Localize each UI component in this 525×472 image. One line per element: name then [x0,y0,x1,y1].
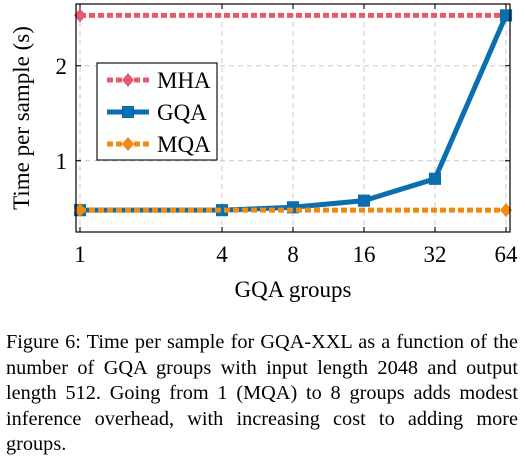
chart-canvas: 1 4 8 16 32 64 1 2 GQA groups Time per sample (… [9,3,519,302]
legend-marker-gqa [121,105,135,119]
legend-label-gqa: GQA [157,100,207,125]
legend-item-mha: MHA [107,68,211,93]
legend: MHA GQA MQA [96,62,218,161]
data-point-mqa [500,203,512,218]
x-tick-label: 4 [216,242,228,267]
x-tick-label: 16 [353,242,376,267]
y-tick-label: 1 [56,149,68,174]
data-point-gqa [428,172,442,186]
legend-marker-mqa [122,137,134,151]
data-point-gqa [499,9,513,22]
legend-label-mha: MHA [157,68,211,93]
data-point-mqa [74,203,86,218]
figure-caption: Figure 6: Time per sample for GQA-XXL as… [6,331,518,456]
y-axis-title: Time per sample (s) [9,26,34,210]
grid-lines [76,4,510,232]
x-tick-label: 8 [287,242,299,267]
x-tick-label: 32 [424,242,447,267]
data-point-mha [74,8,86,23]
x-tick-label: 1 [74,242,86,267]
x-tick-label: 64 [495,242,519,267]
legend-item-gqa: GQA [107,100,207,125]
y-tick-label: 2 [56,54,68,79]
legend-item-mqa: MQA [107,132,211,157]
legend-label-mqa: MQA [157,132,211,157]
x-axis-title: GQA groups [235,277,352,302]
data-point-gqa [357,194,371,207]
series-layer [73,8,513,218]
gqa-time-chart: 1 4 8 16 32 64 1 2 GQA groups Time per sample (… [9,3,519,302]
legend-marker-mha [122,73,134,87]
series-mqa [74,203,512,218]
tick-layer: 1 4 8 16 32 64 1 2 [56,4,519,267]
